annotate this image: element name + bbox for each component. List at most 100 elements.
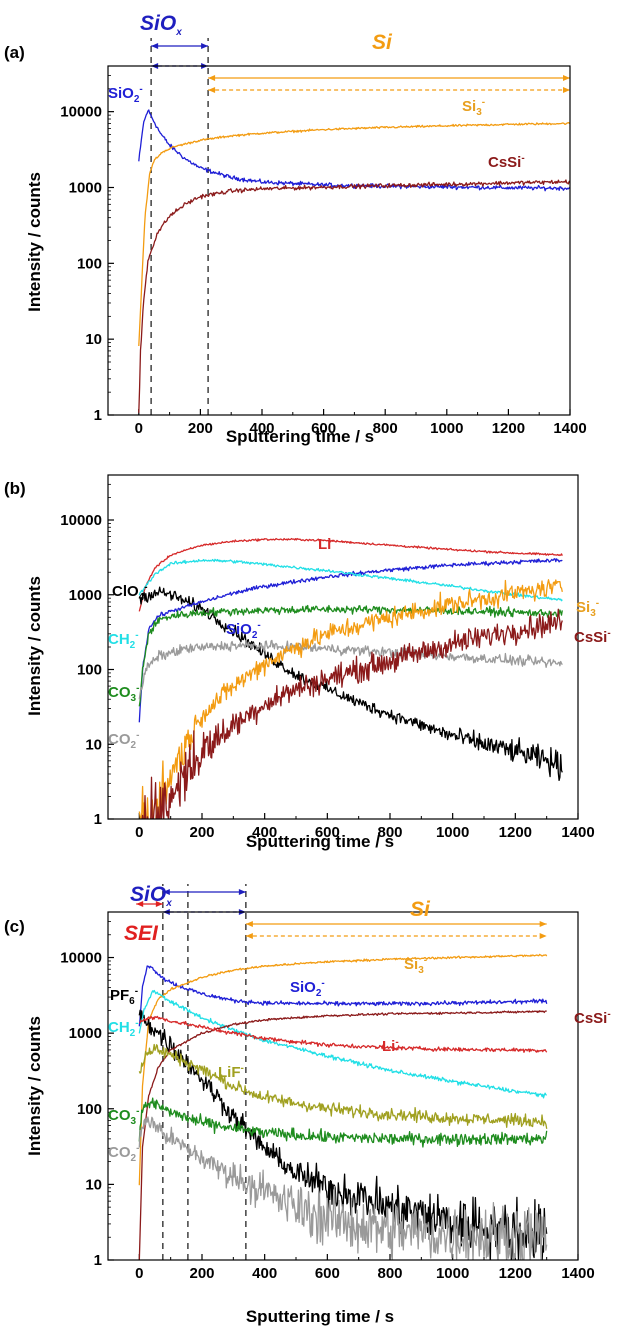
- label-main: CH: [108, 1019, 130, 1036]
- series-line: [138, 586, 563, 782]
- y-tick-label: 10: [85, 331, 102, 348]
- x-tick-label: 0: [135, 1265, 143, 1282]
- x-tick-label: 1400: [561, 824, 594, 841]
- label-sup: -: [257, 620, 260, 631]
- panel-b-plot-frame: [107, 474, 579, 820]
- region-arrow-head: [238, 889, 246, 895]
- label-sub: 2: [131, 740, 137, 751]
- x-tick-label: 0: [135, 824, 143, 841]
- label-sup: -: [482, 97, 485, 108]
- y-tick-label: 100: [77, 662, 102, 679]
- region-arrow-head: [245, 921, 253, 927]
- label-sub: 3: [418, 965, 424, 976]
- label-sup: -: [331, 535, 334, 546]
- y-tick-label: 100: [77, 255, 102, 272]
- label-main: Si: [404, 956, 418, 973]
- label-sup: -: [596, 598, 599, 609]
- panel-c-siox-main: SiO: [130, 883, 166, 906]
- label-main: CO: [108, 731, 131, 748]
- panel-c-label-li: Li-: [382, 1037, 399, 1055]
- x-tick-label: 1200: [492, 420, 525, 437]
- x-tick-label: 400: [249, 420, 274, 437]
- y-tick-label: 10000: [60, 950, 102, 967]
- region-arrow-head: [245, 933, 253, 939]
- x-tick-label: 1200: [499, 1265, 532, 1282]
- series-line: [138, 639, 563, 700]
- panel-c-ticks: 0 200 400 600 800 1000 1200 1400 1 10 100 1000 10000: [60, 921, 595, 1282]
- panel-b-series: [138, 537, 563, 819]
- label-main: SiO: [290, 979, 316, 996]
- series-line: [138, 579, 563, 819]
- y-tick-label: 10: [85, 736, 102, 753]
- panel-c-label-lif: LiF-: [218, 1063, 244, 1081]
- x-tick-label: 400: [252, 1265, 277, 1282]
- series-line: [138, 537, 563, 612]
- label-sup: -: [521, 153, 524, 164]
- panel-c-label-co3: CO3-: [108, 1106, 139, 1127]
- panel-b-label-si3: Si3-: [576, 598, 599, 619]
- y-tick-label: 1: [94, 811, 102, 828]
- panel-a-ticks: 0 200 400 600 800 1000 1200 1400 1 10 100 1000 10000: [60, 75, 587, 437]
- series-line: [139, 1015, 548, 1053]
- panel-a-label: (a): [4, 43, 25, 62]
- label-main: ClO: [112, 583, 139, 600]
- x-tick-label: 200: [188, 420, 213, 437]
- label-main: CsSi: [574, 1010, 607, 1027]
- panel-c-region-label-sei: SEI: [124, 922, 159, 945]
- y-tick-label: 1000: [69, 179, 102, 196]
- panel-b-x-axis-title: Sputtering time / s: [246, 832, 394, 851]
- label-sup: -: [136, 683, 139, 694]
- label-main: SiO: [226, 621, 252, 638]
- label-main: CO: [108, 684, 131, 701]
- y-tick-label: 10000: [60, 104, 102, 121]
- x-tick-label: 1000: [436, 1265, 469, 1282]
- label-main: Li: [318, 536, 331, 553]
- x-tick-label: 600: [315, 1265, 340, 1282]
- panel-b-label-li: Li-: [318, 535, 335, 553]
- region-arrow-head: [208, 87, 216, 93]
- panel-c-y-axis-title: Intensity / counts: [25, 1016, 44, 1156]
- series-line: [138, 1043, 548, 1129]
- x-tick-label: 600: [315, 824, 340, 841]
- x-tick-label: 200: [189, 824, 214, 841]
- panel-c-region-label-si: Si: [410, 898, 431, 921]
- panel-a-y-axis-title: Intensity / counts: [25, 172, 44, 312]
- x-tick-label: 1200: [499, 824, 532, 841]
- label-sub: 4: [139, 592, 145, 603]
- panel-c-siox-sub: x: [165, 898, 172, 909]
- region-arrow-head: [162, 889, 170, 895]
- panel-a: (a) 0 200 400 600 800 1000 1200 1400 1 10 100 1000 1…: [4, 12, 587, 446]
- panel-c-label-pf6: PF6-: [110, 986, 138, 1007]
- series-line: [138, 965, 548, 1027]
- y-tick-label: 1: [94, 407, 102, 424]
- panel-c-region-label-siox: SiOx: [130, 883, 172, 909]
- panel-c-x-axis-title: Sputtering time / s: [246, 1307, 394, 1326]
- series-line: [138, 989, 547, 1099]
- label-main: SiO: [108, 85, 134, 102]
- label-sub: 3: [476, 107, 482, 118]
- panel-a-plot-frame: [107, 65, 571, 416]
- panel-b-label: (b): [4, 479, 26, 498]
- panel-c-series: [138, 953, 548, 1260]
- label-sub: 2: [252, 630, 258, 641]
- panel-a-label-si3: Si3-: [462, 97, 485, 118]
- series-line: [138, 109, 570, 192]
- label-sup: -: [135, 1018, 138, 1029]
- region-arrow-head: [539, 921, 547, 927]
- x-tick-label: 200: [189, 1265, 214, 1282]
- panel-b-label-co2: CO2-: [108, 730, 139, 751]
- panel-a-x-axis-title: Sputtering time / s: [226, 427, 374, 446]
- panel-b-label-sio2: SiO2-: [226, 620, 261, 641]
- panel-c-label-co2: CO2-: [108, 1143, 139, 1164]
- label-sub: 3: [131, 693, 137, 704]
- panel-a-siox-main: SiO: [140, 12, 176, 35]
- x-tick-label: 1400: [553, 420, 586, 437]
- region-arrow-head: [201, 43, 209, 49]
- panel-a-regions: [150, 38, 570, 415]
- panel-c-label-ch2: CH2-: [108, 1018, 139, 1039]
- label-sub: 2: [134, 94, 140, 105]
- panel-c-regions: [136, 884, 547, 1260]
- y-tick-label: 1000: [69, 587, 102, 604]
- panel-b-label-ch2: CH2-: [108, 630, 139, 651]
- label-sup: -: [607, 1009, 610, 1020]
